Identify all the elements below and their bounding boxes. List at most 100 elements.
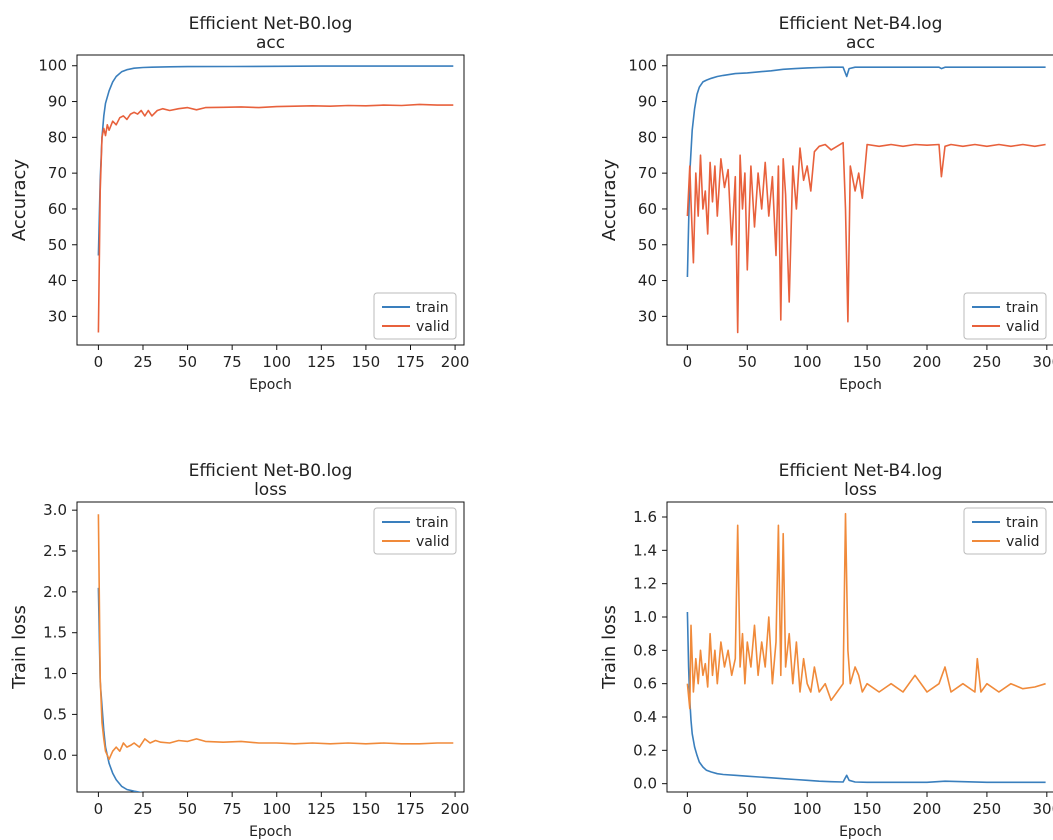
legend-box bbox=[373, 507, 457, 555]
legend-label: train bbox=[416, 515, 449, 531]
plot-frame bbox=[76, 501, 465, 793]
x-tick-label: 50 bbox=[738, 800, 757, 818]
y-tick-label: 1.5 bbox=[43, 624, 67, 642]
x-tick-label: 0 bbox=[683, 800, 693, 818]
legend-label: train bbox=[1006, 515, 1039, 531]
plot-frame bbox=[666, 54, 1053, 346]
x-tick-label: 200 bbox=[441, 353, 470, 371]
y-axis-label: Accuracy bbox=[9, 159, 30, 242]
x-tick-label: 50 bbox=[178, 800, 197, 818]
y-tick-label: 50 bbox=[48, 236, 67, 254]
y-tick-label: 40 bbox=[48, 272, 67, 290]
chart-subtitle: acc bbox=[256, 33, 285, 53]
series-line-valid bbox=[97, 103, 454, 333]
plot-frame bbox=[76, 54, 465, 346]
x-axis-label: Epoch bbox=[839, 824, 882, 840]
y-tick-label: 2.5 bbox=[43, 542, 67, 560]
legend: train valid bbox=[373, 507, 457, 555]
legend-label: train bbox=[416, 300, 449, 316]
y-axis-label: Accuracy bbox=[599, 159, 620, 242]
series-line-train bbox=[686, 611, 1046, 784]
y-tick-label: 30 bbox=[48, 307, 67, 325]
y-tick-label: 0.0 bbox=[633, 775, 657, 793]
x-tick-label: 150 bbox=[352, 800, 381, 818]
legend-box bbox=[373, 292, 457, 340]
x-tick-label: 50 bbox=[738, 353, 757, 371]
x-tick-label: 100 bbox=[793, 353, 822, 371]
y-tick-label: 2.0 bbox=[43, 583, 67, 601]
x-tick-label: 125 bbox=[307, 353, 336, 371]
series-line-train bbox=[97, 587, 152, 792]
legend-label: valid bbox=[1006, 534, 1040, 550]
legend: train valid bbox=[373, 292, 457, 340]
x-tick-label: 300 bbox=[1032, 800, 1053, 818]
series-group bbox=[686, 66, 1046, 334]
y-tick-label: 40 bbox=[638, 272, 657, 290]
y-tick-label: 60 bbox=[48, 200, 67, 218]
y-tick-label: 3.0 bbox=[43, 501, 67, 519]
x-tick-label: 300 bbox=[1032, 353, 1053, 371]
x-tick-label: 0 bbox=[94, 353, 104, 371]
x-tick-label: 150 bbox=[853, 353, 882, 371]
x-tick-label: 250 bbox=[973, 353, 1002, 371]
x-tick-label: 0 bbox=[683, 353, 693, 371]
x-tick-label: 200 bbox=[913, 800, 942, 818]
y-tick-label: 1.0 bbox=[43, 665, 67, 683]
y-tick-label: 1.2 bbox=[633, 575, 657, 593]
x-tick-label: 250 bbox=[973, 800, 1002, 818]
y-tick-label: 60 bbox=[638, 200, 657, 218]
chart-subtitle: loss bbox=[844, 480, 877, 500]
x-tick-label: 175 bbox=[396, 800, 425, 818]
y-tick-label: 30 bbox=[638, 307, 657, 325]
series-group bbox=[686, 512, 1046, 784]
legend-label: train bbox=[1006, 300, 1039, 316]
series-line-train bbox=[686, 66, 1046, 278]
series-group bbox=[97, 514, 454, 792]
y-tick-label: 1.4 bbox=[633, 541, 657, 559]
legend: train valid bbox=[963, 292, 1047, 340]
y-tick-label: 50 bbox=[638, 236, 657, 254]
series-group bbox=[97, 65, 454, 333]
x-axis-label: Epoch bbox=[839, 377, 882, 393]
y-tick-label: 90 bbox=[48, 93, 67, 111]
chart-title: Efficient Net-B0.log bbox=[189, 461, 353, 481]
y-tick-label: 70 bbox=[638, 164, 657, 182]
x-axis-label: Epoch bbox=[249, 377, 292, 393]
chart-subtitle: acc bbox=[846, 33, 875, 53]
y-axis-label: Train loss bbox=[9, 605, 30, 690]
x-tick-label: 25 bbox=[133, 353, 152, 371]
chart-title: Efficient Net-B4.log bbox=[779, 461, 943, 481]
x-tick-label: 25 bbox=[133, 800, 152, 818]
y-tick-label: 80 bbox=[48, 128, 67, 146]
x-tick-label: 75 bbox=[223, 800, 242, 818]
x-tick-label: 175 bbox=[396, 353, 425, 371]
legend-label: valid bbox=[416, 534, 450, 550]
x-tick-label: 50 bbox=[178, 353, 197, 371]
legend: train valid bbox=[963, 507, 1047, 555]
y-tick-label: 80 bbox=[638, 128, 657, 146]
x-tick-label: 200 bbox=[441, 800, 470, 818]
series-line-valid bbox=[97, 514, 454, 761]
legend-box bbox=[963, 507, 1047, 555]
legend-box bbox=[963, 292, 1047, 340]
y-tick-label: 90 bbox=[638, 93, 657, 111]
x-tick-label: 150 bbox=[352, 353, 381, 371]
y-tick-label: 0.5 bbox=[43, 705, 67, 723]
x-tick-label: 0 bbox=[94, 800, 104, 818]
x-tick-label: 150 bbox=[853, 800, 882, 818]
series-line-train bbox=[97, 65, 454, 256]
y-tick-label: 1.0 bbox=[633, 608, 657, 626]
plot-frame bbox=[666, 501, 1053, 793]
y-axis-label: Train loss bbox=[599, 605, 620, 690]
y-tick-label: 0.4 bbox=[633, 708, 657, 726]
x-tick-label: 125 bbox=[307, 800, 336, 818]
x-tick-label: 100 bbox=[262, 353, 291, 371]
y-tick-label: 70 bbox=[48, 164, 67, 182]
series-line-valid bbox=[686, 512, 1046, 710]
y-tick-label: 0.8 bbox=[633, 641, 657, 659]
x-axis-label: Epoch bbox=[249, 824, 292, 840]
